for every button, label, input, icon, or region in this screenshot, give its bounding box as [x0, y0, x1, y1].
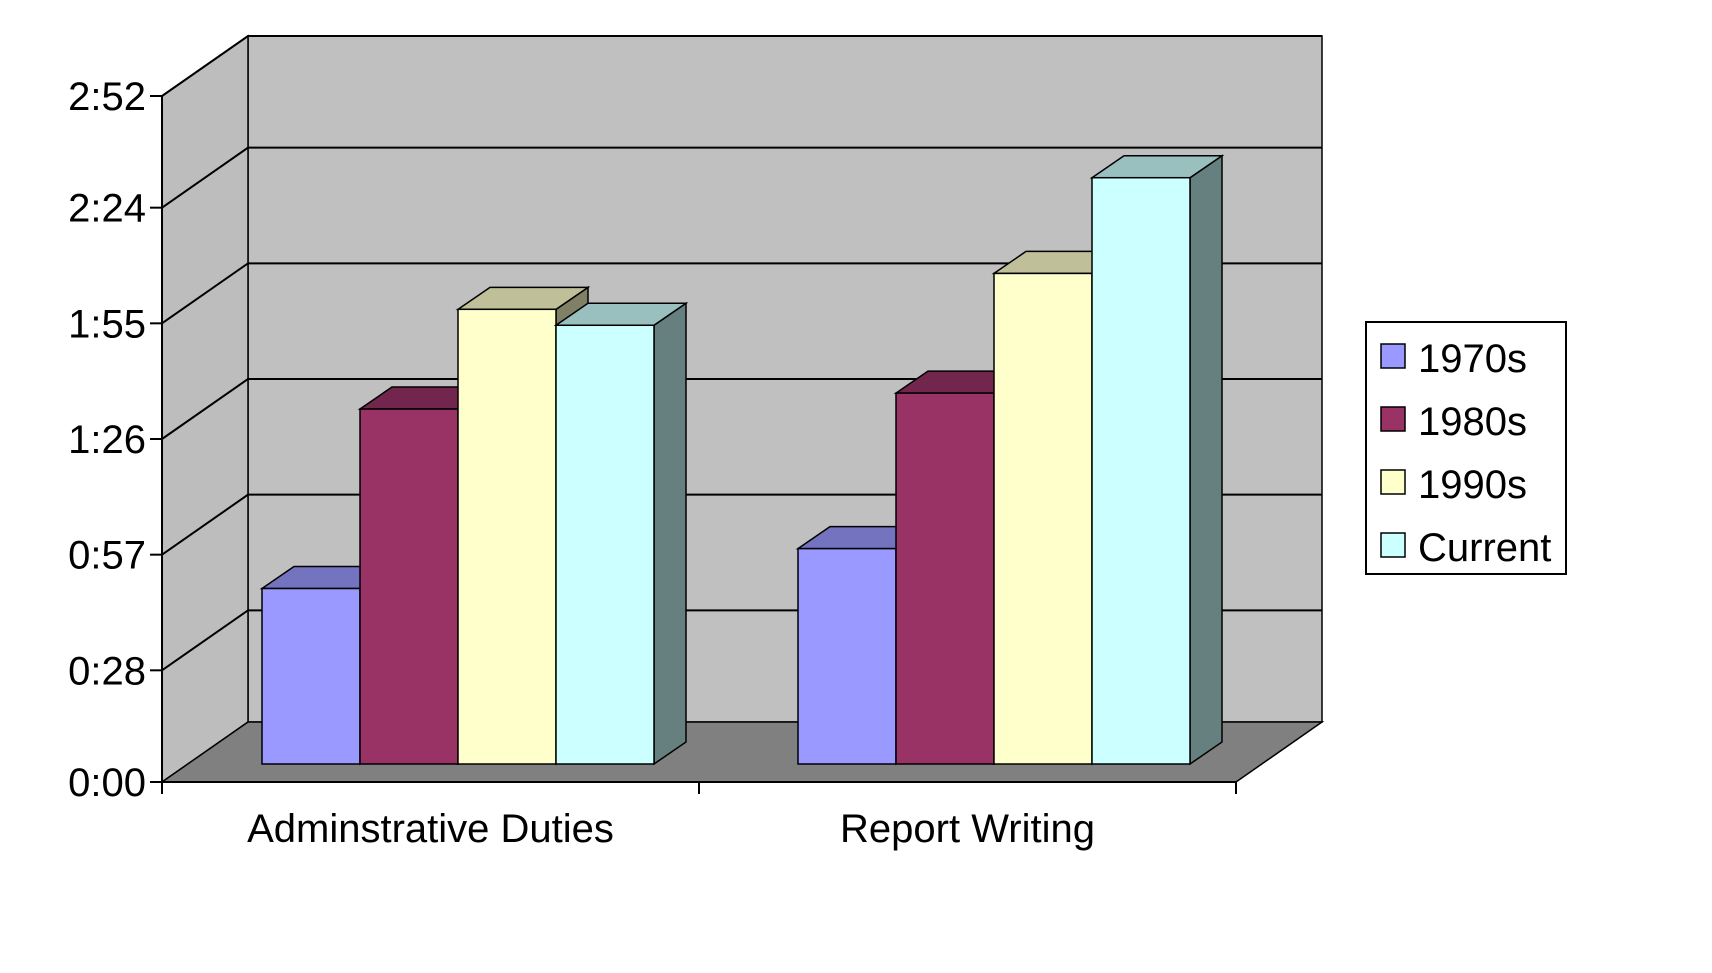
bar-front — [797, 547, 897, 765]
bar-side — [1189, 154, 1223, 766]
y-tick-label: 2:52 — [68, 75, 146, 119]
bar-front — [993, 272, 1093, 765]
y-tick-label: 0:57 — [68, 534, 146, 578]
gridline — [161, 262, 1322, 325]
legend-label: 1970s — [1418, 337, 1527, 381]
legend-swatch — [1380, 469, 1406, 495]
y-tick-label: 0:28 — [68, 649, 146, 693]
y-tick-label: 2:24 — [68, 187, 146, 231]
legend-label: Current — [1418, 526, 1551, 570]
bar-current-1 — [553, 301, 689, 766]
bar-front — [457, 308, 557, 765]
legend: 1970s 1980s 1990s Current — [1365, 321, 1567, 575]
legend-label: 1990s — [1418, 463, 1527, 507]
y-axis-ticks: 0:00 0:28 0:57 1:26 1:55 2:24 2:52 — [68, 75, 162, 805]
legend-label: 1980s — [1418, 400, 1527, 444]
y-tick-label: 1:26 — [68, 418, 146, 462]
x-axis-labels: Adminstrative Duties Report Writing — [247, 807, 1095, 851]
bars — [259, 154, 1225, 766]
bar-front — [895, 392, 995, 765]
bar-current-2 — [1089, 154, 1225, 766]
bar-front — [359, 408, 459, 765]
bar-front — [555, 324, 655, 765]
bar-front — [1091, 176, 1191, 765]
legend-swatch — [1380, 532, 1406, 558]
bar-side — [653, 301, 687, 766]
bar-front — [261, 587, 361, 765]
legend-swatch — [1380, 343, 1406, 369]
y-tick-label: 1:55 — [68, 302, 146, 346]
y-tick-label: 0:00 — [68, 761, 146, 805]
gridline — [161, 35, 1322, 97]
category-label: Adminstrative Duties — [247, 807, 614, 851]
gridline — [161, 146, 1322, 209]
legend-swatch — [1380, 406, 1406, 432]
category-label: Report Writing — [840, 807, 1095, 851]
